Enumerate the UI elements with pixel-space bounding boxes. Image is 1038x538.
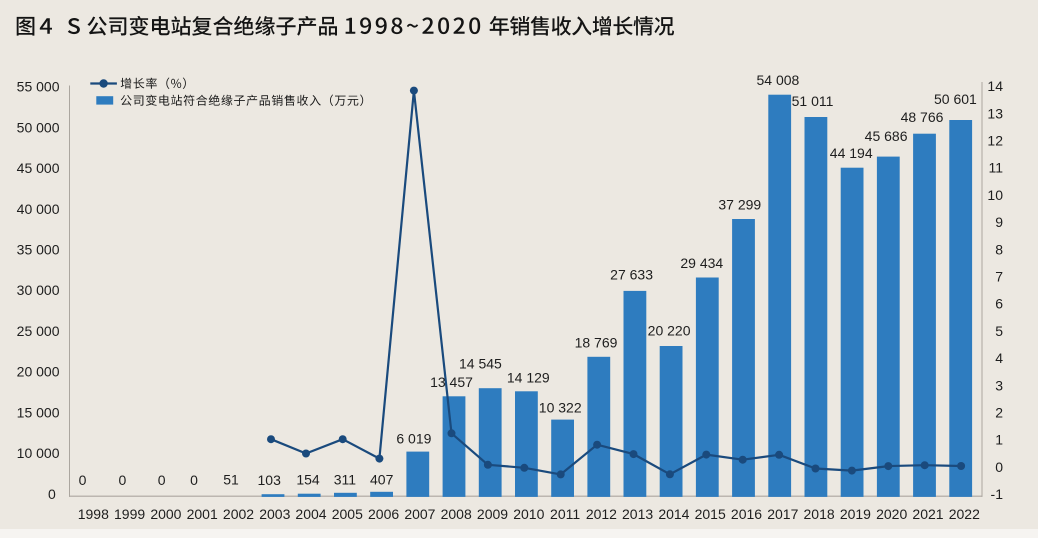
svg-text:20 000: 20 000 xyxy=(17,364,60,380)
svg-text:1: 1 xyxy=(995,432,1003,448)
svg-text:3: 3 xyxy=(995,377,1003,393)
svg-text:51: 51 xyxy=(223,472,239,488)
svg-text:37 299: 37 299 xyxy=(718,197,761,213)
svg-text:10: 10 xyxy=(987,187,1003,203)
svg-text:51 011: 51 011 xyxy=(792,93,834,109)
svg-text:9: 9 xyxy=(995,214,1003,230)
svg-text:15 000: 15 000 xyxy=(17,404,60,420)
svg-text:2018: 2018 xyxy=(804,506,835,522)
svg-text:2002: 2002 xyxy=(223,506,254,522)
svg-text:0: 0 xyxy=(79,472,87,488)
svg-text:0: 0 xyxy=(190,472,198,488)
svg-text:6 019: 6 019 xyxy=(396,431,431,447)
svg-text:2003: 2003 xyxy=(259,506,290,522)
svg-text:10 322: 10 322 xyxy=(539,399,582,415)
svg-text:29 434: 29 434 xyxy=(680,255,723,271)
svg-text:54 008: 54 008 xyxy=(756,72,799,88)
svg-text:2009: 2009 xyxy=(477,506,508,522)
svg-text:2022: 2022 xyxy=(949,506,980,522)
svg-text:12: 12 xyxy=(987,133,1003,149)
svg-text:4: 4 xyxy=(995,350,1003,366)
svg-text:0: 0 xyxy=(995,459,1003,475)
svg-text:0: 0 xyxy=(119,472,127,488)
svg-text:48 766: 48 766 xyxy=(901,109,944,125)
svg-text:2011: 2011 xyxy=(550,506,580,522)
svg-text:8: 8 xyxy=(995,241,1003,257)
svg-text:0: 0 xyxy=(158,472,166,488)
svg-text:45 000: 45 000 xyxy=(17,160,60,176)
svg-text:18 769: 18 769 xyxy=(575,335,618,351)
svg-text:25 000: 25 000 xyxy=(17,323,60,339)
svg-text:2019: 2019 xyxy=(840,506,871,522)
svg-text:14: 14 xyxy=(987,78,1003,94)
svg-text:2: 2 xyxy=(995,405,1003,421)
svg-text:2005: 2005 xyxy=(332,506,363,522)
svg-text:10 000: 10 000 xyxy=(17,445,60,461)
svg-text:2013: 2013 xyxy=(622,506,653,522)
svg-text:2012: 2012 xyxy=(586,506,617,522)
svg-text:103: 103 xyxy=(258,472,282,488)
svg-text:2000: 2000 xyxy=(150,506,181,522)
svg-text:2014: 2014 xyxy=(658,506,689,522)
svg-text:30 000: 30 000 xyxy=(17,282,60,298)
svg-text:2017: 2017 xyxy=(767,506,798,522)
svg-text:154: 154 xyxy=(296,472,320,488)
svg-text:2010: 2010 xyxy=(513,506,544,522)
svg-text:311: 311 xyxy=(334,472,357,488)
svg-text:2015: 2015 xyxy=(695,506,726,522)
svg-text:27 633: 27 633 xyxy=(610,266,653,282)
svg-text:13 457: 13 457 xyxy=(430,374,473,390)
svg-text:35 000: 35 000 xyxy=(17,242,60,258)
svg-text:20 220: 20 220 xyxy=(648,322,691,338)
svg-text:50 000: 50 000 xyxy=(17,119,60,135)
svg-text:2008: 2008 xyxy=(441,506,472,522)
svg-text:7: 7 xyxy=(995,269,1003,285)
svg-text:6: 6 xyxy=(995,296,1003,312)
svg-text:2007: 2007 xyxy=(404,506,435,522)
svg-text:407: 407 xyxy=(370,472,394,488)
svg-text:45 686: 45 686 xyxy=(865,128,908,144)
svg-text:14 545: 14 545 xyxy=(459,355,502,371)
svg-text:55 000: 55 000 xyxy=(17,79,60,95)
svg-text:0: 0 xyxy=(48,486,56,502)
svg-text:11: 11 xyxy=(988,160,1003,176)
svg-text:2004: 2004 xyxy=(295,506,326,522)
svg-text:2020: 2020 xyxy=(876,506,907,522)
svg-text:2021: 2021 xyxy=(912,506,943,522)
svg-text:13: 13 xyxy=(987,105,1003,121)
svg-text:1999: 1999 xyxy=(114,506,145,522)
svg-text:40 000: 40 000 xyxy=(17,201,60,217)
svg-text:14 129: 14 129 xyxy=(507,370,550,386)
svg-text:2001: 2001 xyxy=(187,506,218,522)
svg-text:1998: 1998 xyxy=(78,506,109,522)
svg-text:44 194: 44 194 xyxy=(830,145,873,161)
svg-text:50 601: 50 601 xyxy=(934,91,977,107)
svg-text:-1: -1 xyxy=(991,486,1004,502)
svg-text:2006: 2006 xyxy=(368,506,399,522)
svg-text:2016: 2016 xyxy=(731,506,762,522)
svg-text:5: 5 xyxy=(995,323,1003,339)
